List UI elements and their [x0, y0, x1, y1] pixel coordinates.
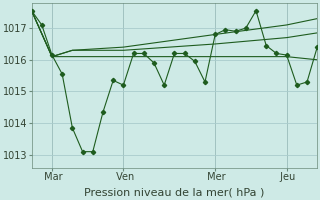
X-axis label: Pression niveau de la mer( hPa ): Pression niveau de la mer( hPa ) — [84, 187, 265, 197]
